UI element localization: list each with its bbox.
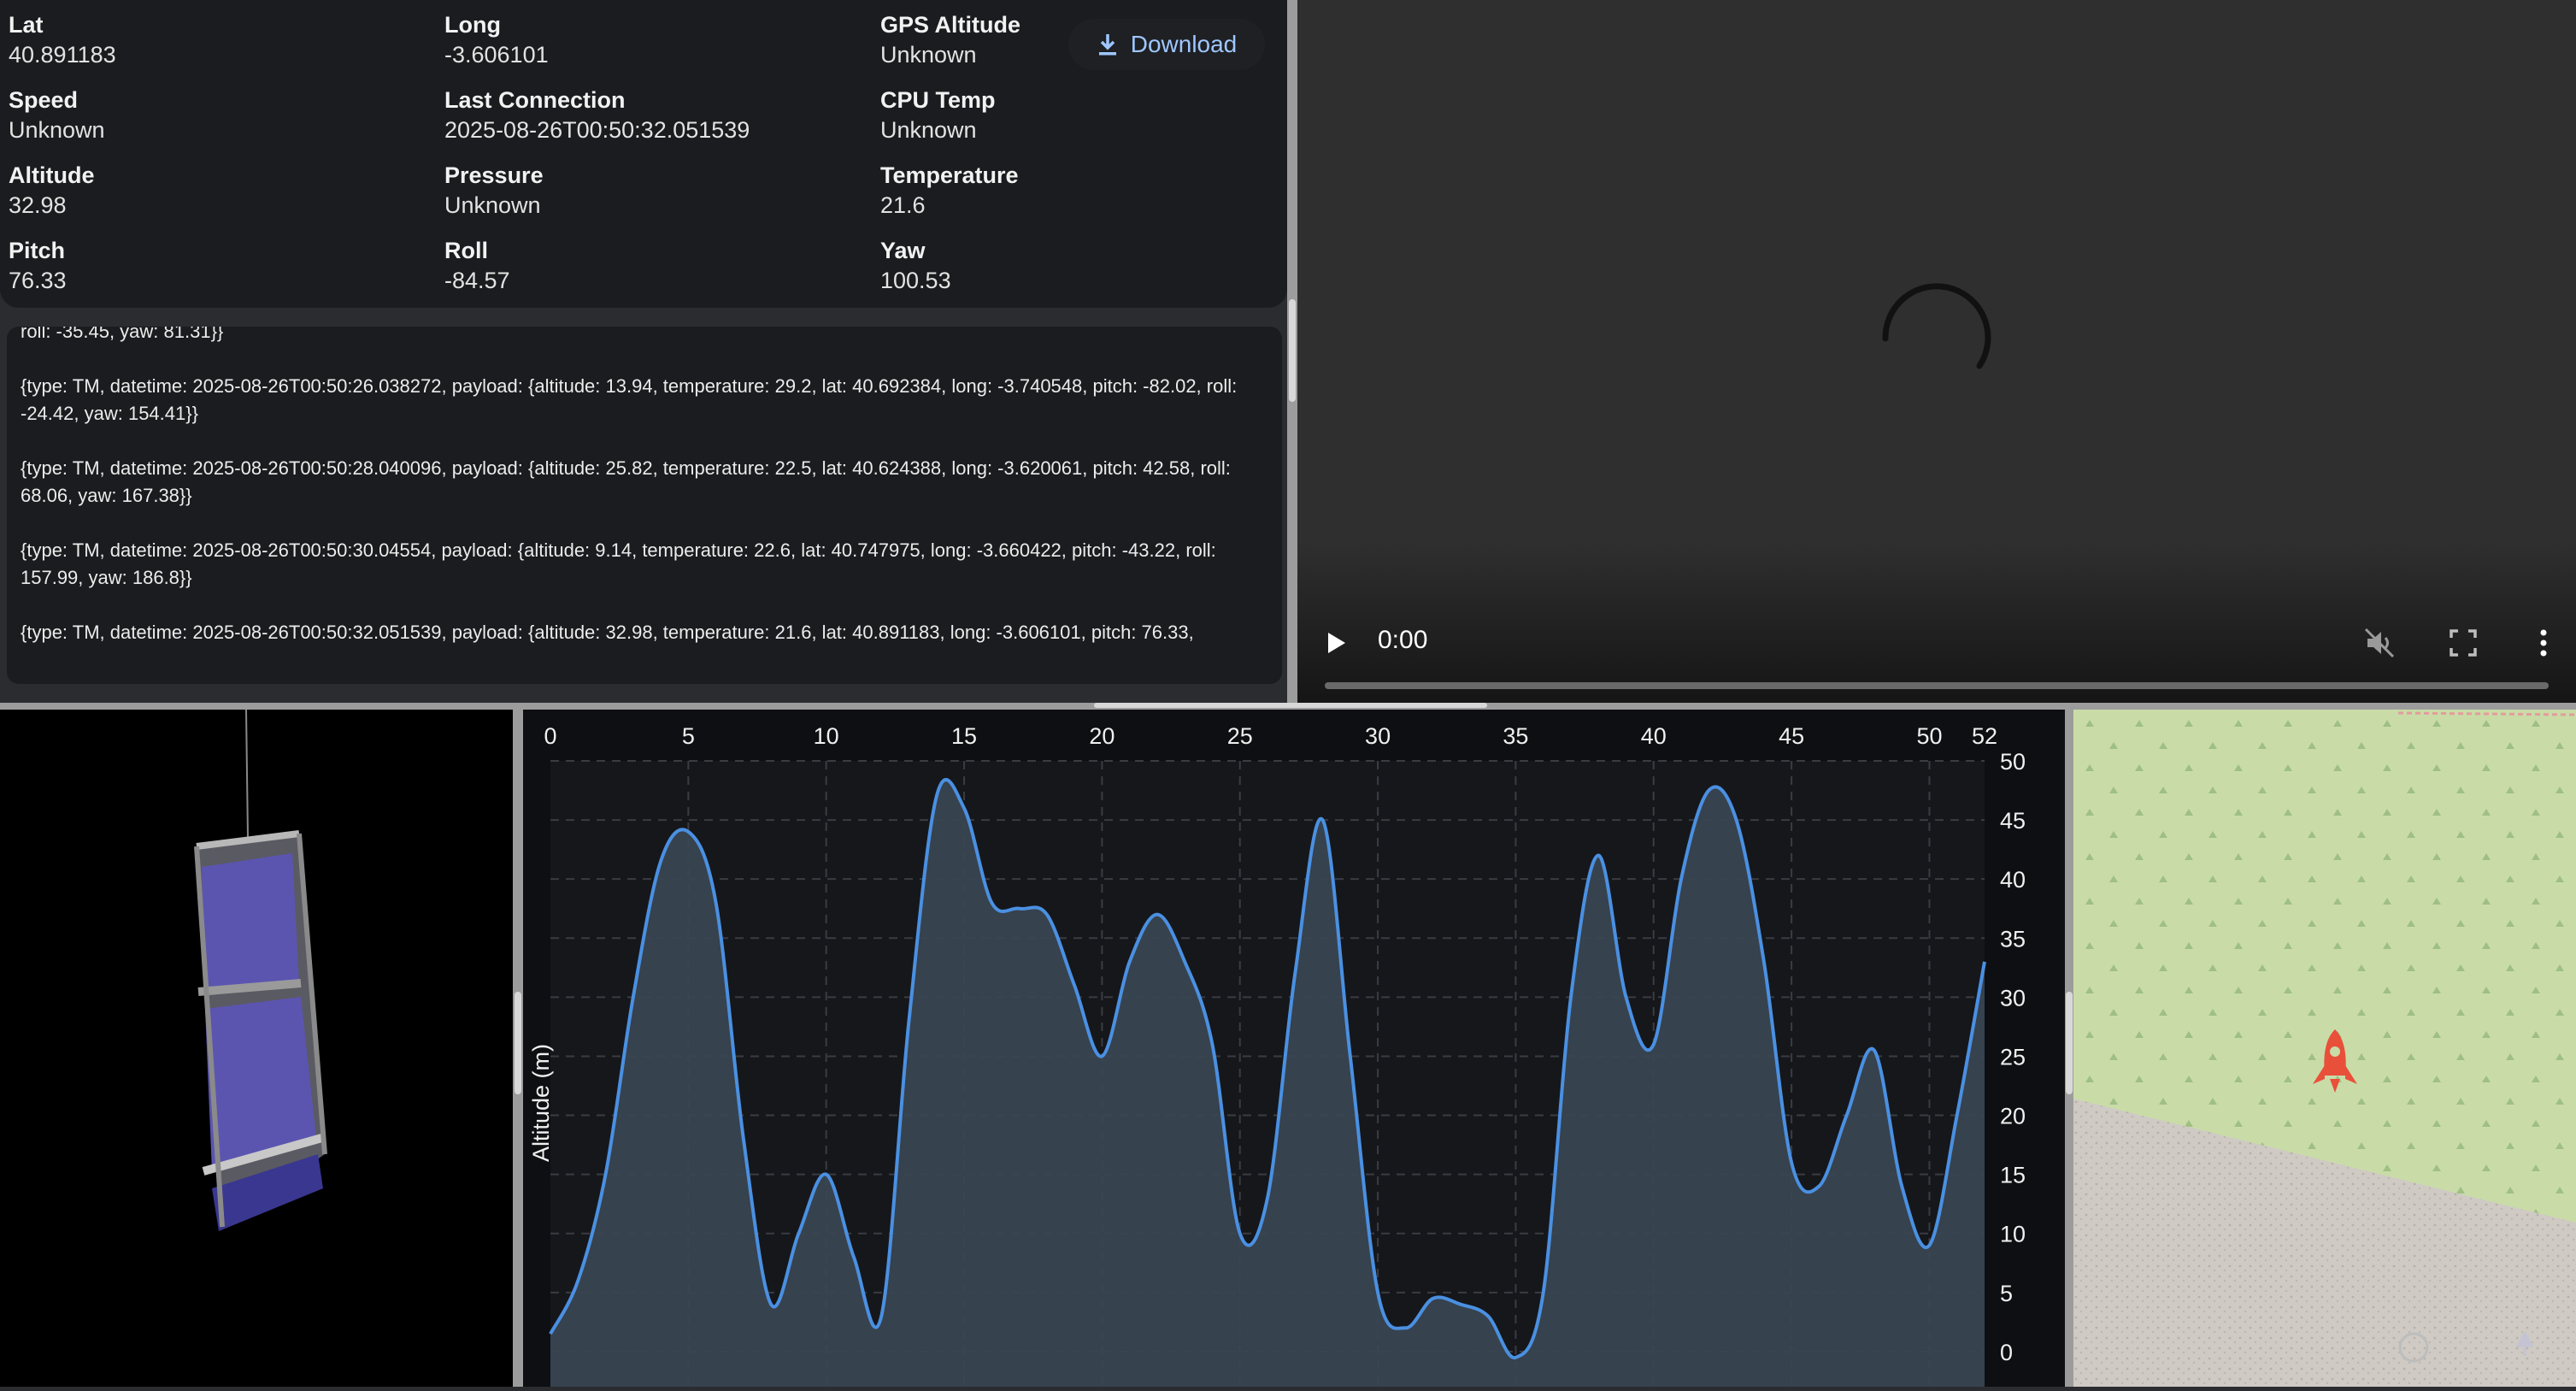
log-entry: {type: TM, datetime: 2025-08-26T00:50:26… — [21, 375, 1238, 424]
x-tick-label: 25 — [1227, 723, 1253, 749]
x-tick-label: 10 — [814, 723, 839, 749]
x-tick-label: 45 — [1779, 723, 1804, 749]
vertical-resize-handle[interactable] — [1287, 0, 1297, 703]
telemetry-lat: Lat 40.891183 — [9, 10, 116, 70]
field-value: -3.606101 — [444, 42, 549, 68]
y-tick-label: 40 — [2000, 867, 2026, 893]
x-tick-label: 15 — [951, 723, 977, 749]
telemetry-panel: Lat 40.891183 Long -3.606101 GPS Altitud… — [0, 0, 1287, 308]
y-tick-label: 30 — [2000, 985, 2026, 1011]
log-entry: {type: TM, datetime: 2025-08-26T00:50:28… — [21, 457, 1231, 506]
altitude-chart-svg: 0 5 10 15 20 25 30 35 40 45 50 52 50454035302520151… — [528, 723, 2026, 1387]
telemetry-pressure: Pressure Unknown — [444, 161, 544, 221]
telemetry-yaw: Yaw 100.53 — [880, 236, 951, 296]
vertical-resize-handle[interactable] — [513, 710, 523, 1387]
telemetry-roll: Roll -84.57 — [444, 236, 510, 296]
download-label: Download — [1130, 31, 1238, 57]
telemetry-log[interactable]: roll: -35.45, yaw: 81.31}} {type: TM, da… — [7, 327, 1282, 684]
log-entry: roll: -35.45, yaw: 81.31}} — [21, 327, 224, 342]
x-tick-label: 35 — [1503, 723, 1528, 749]
map-view[interactable] — [2073, 710, 2576, 1387]
model-viewer[interactable] — [0, 709, 513, 1387]
y-tick-label: 35 — [2000, 926, 2026, 952]
field-label: Last Connection — [444, 87, 626, 113]
vertical-resize-handle[interactable] — [2065, 710, 2073, 1387]
y-tick-label: 15 — [2000, 1163, 2026, 1188]
x-tick-label: 0 — [544, 723, 556, 749]
field-value: 40.891183 — [9, 42, 116, 68]
telemetry-altitude: Altitude 32.98 — [9, 161, 95, 221]
video-time: 0:00 — [1378, 626, 1428, 654]
horizontal-resize-handle[interactable] — [0, 703, 2576, 710]
telemetry-last-connection: Last Connection 2025-08-26T00:50:32.0515… — [444, 85, 750, 145]
video-timeline[interactable] — [1325, 682, 2549, 689]
y-tick-label: 5 — [2000, 1281, 2013, 1306]
telemetry-temperature: Temperature 21.6 — [880, 161, 1019, 221]
field-label: Yaw — [880, 238, 926, 263]
altitude-area — [550, 779, 1985, 1387]
field-label: Speed — [9, 87, 79, 113]
play-icon[interactable] — [1323, 629, 1349, 657]
field-label: GPS Altitude — [880, 12, 1021, 38]
gravel-area — [2073, 1099, 2576, 1387]
x-tick-label: 52 — [1972, 723, 1997, 749]
field-value: Unknown — [9, 117, 105, 143]
resize-grip — [1094, 703, 1487, 708]
resize-grip — [515, 992, 521, 1094]
field-value: 21.6 — [880, 192, 926, 218]
field-label: Roll — [444, 238, 488, 263]
y-tick-label: 0 — [2000, 1340, 2013, 1365]
log-entry: {type: TM, datetime: 2025-08-26T00:50:32… — [21, 622, 1194, 643]
telemetry-pitch: Pitch 76.33 — [9, 236, 67, 296]
map-tiles — [2073, 710, 2576, 1387]
log-entry: {type: TM, datetime: 2025-08-26T00:50:30… — [21, 539, 1216, 588]
y-tick-label: 20 — [2000, 1104, 2026, 1129]
field-label: Pressure — [444, 162, 544, 188]
video-controls-gradient — [1297, 540, 2576, 703]
field-label: Pitch — [9, 238, 66, 263]
download-icon — [1098, 34, 1116, 56]
y-tick-label: 45 — [2000, 808, 2026, 834]
y-axis-label: Altitude (m) — [528, 1044, 554, 1162]
y-tick-label: 50 — [2000, 749, 2026, 775]
field-label: Altitude — [9, 162, 95, 188]
field-label: CPU Temp — [880, 87, 996, 113]
fullscreen-icon[interactable] — [2448, 628, 2479, 658]
field-label: Lat — [9, 12, 44, 38]
loading-spinner-icon — [1882, 283, 1991, 369]
rocket-icon[interactable] — [2308, 1028, 2362, 1096]
x-tick-label: 30 — [1365, 723, 1391, 749]
x-tick-label: 20 — [1089, 723, 1115, 749]
satellite-model-icon — [194, 709, 327, 1231]
field-value: Unknown — [880, 117, 977, 143]
x-tick-label: 50 — [1916, 723, 1942, 749]
field-label: Long — [444, 12, 501, 38]
field-value: 2025-08-26T00:50:32.051539 — [444, 117, 750, 143]
altitude-chart[interactable]: 0 5 10 15 20 25 30 35 40 45 50 52 50 45 40 35 30 25 20 15 1… — [523, 710, 2065, 1387]
y-tick-label: 25 — [2000, 1044, 2026, 1070]
telemetry-speed: Speed Unknown — [9, 85, 105, 145]
field-value: 32.98 — [9, 192, 67, 218]
telemetry-cpu-temp: CPU Temp Unknown — [880, 85, 996, 145]
resize-grip — [2066, 992, 2073, 1094]
field-label: Temperature — [880, 162, 1019, 188]
telemetry-gps-altitude: GPS Altitude Unknown — [880, 10, 1020, 70]
download-button[interactable]: Download — [1068, 19, 1265, 70]
field-value: 100.53 — [880, 268, 951, 293]
altitude-line — [549, 778, 1986, 1359]
field-value: 76.33 — [9, 268, 67, 293]
resize-grip — [1289, 299, 1296, 402]
more-icon[interactable] — [2537, 628, 2550, 658]
telemetry-long: Long -3.606101 — [444, 10, 549, 70]
video-player[interactable]: 0:00 — [1297, 0, 2576, 703]
mute-icon[interactable] — [2362, 626, 2397, 660]
y-tick-label: 10 — [2000, 1222, 2026, 1247]
field-value: Unknown — [444, 192, 541, 218]
field-value: -84.57 — [444, 268, 510, 293]
x-tick-label: 40 — [1641, 723, 1667, 749]
x-tick-label: 5 — [682, 723, 695, 749]
log-scroll: roll: -35.45, yaw: 81.31}} {type: TM, da… — [21, 327, 1270, 674]
field-value: Unknown — [880, 42, 977, 68]
